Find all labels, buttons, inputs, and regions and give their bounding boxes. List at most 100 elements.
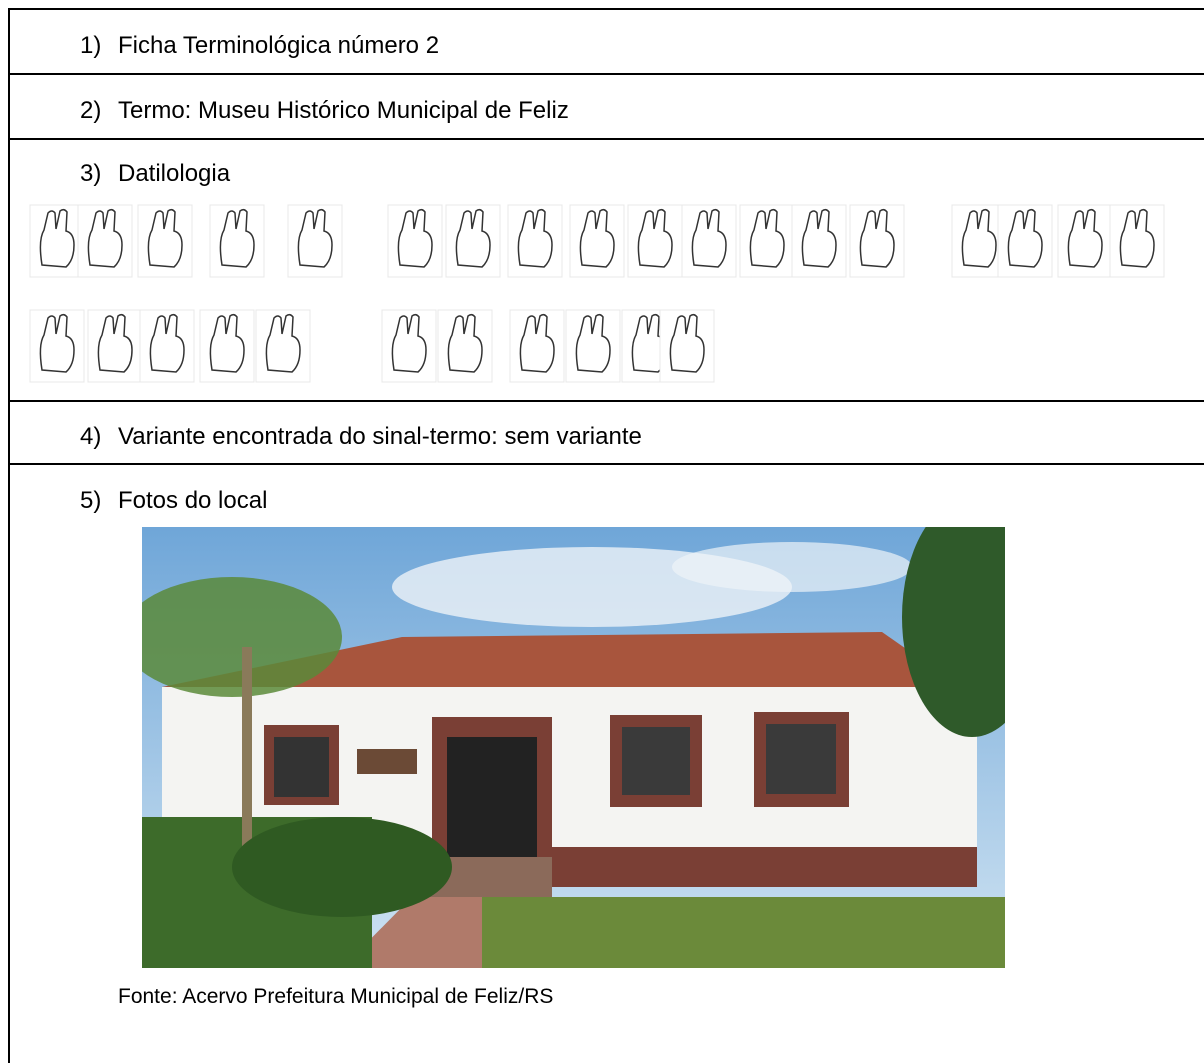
photo-caption: Fonte: Acervo Prefeitura Municipal de Fe… xyxy=(118,985,554,1008)
hand-outline xyxy=(391,313,427,373)
hand-sign xyxy=(199,309,255,383)
sign-frame xyxy=(951,204,1007,278)
hand-outline xyxy=(39,313,75,373)
hand-sign xyxy=(29,309,85,383)
sign-frame xyxy=(507,204,563,278)
sign-frame xyxy=(569,204,625,278)
sign-frame xyxy=(209,204,265,278)
sign-frame xyxy=(137,204,193,278)
hand-outline xyxy=(147,208,183,268)
hand-sign xyxy=(739,204,795,278)
row: 2) Termo: Museu Histórico Municipal de F… xyxy=(8,73,1204,138)
hand-sign xyxy=(509,309,565,383)
hand-outline xyxy=(87,208,123,268)
hand-outline xyxy=(517,208,553,268)
item-number: 1) xyxy=(80,32,102,59)
hand-outline xyxy=(749,208,785,268)
hand-sign xyxy=(507,204,563,278)
row: 1) Ficha Terminológica número 2 xyxy=(8,8,1204,73)
hand-sign xyxy=(791,204,847,278)
hand-sign xyxy=(659,309,715,383)
hand-outline xyxy=(1067,208,1103,268)
sign-frame xyxy=(29,204,85,278)
item-number: 5) xyxy=(80,487,102,514)
sign-frame xyxy=(139,309,195,383)
item-text: Variante encontrada do sinal-termo: sem … xyxy=(118,423,642,450)
sign-frame xyxy=(287,204,343,278)
hand-outline xyxy=(575,313,611,373)
hand-sign xyxy=(209,204,265,278)
item-text: Ficha Terminológica número 2 xyxy=(118,32,440,59)
hand-outline xyxy=(447,313,483,373)
sign-frame xyxy=(29,309,85,383)
hand-sign xyxy=(849,204,905,278)
item-number: 2) xyxy=(80,97,102,124)
sign-frame xyxy=(627,204,683,278)
hand-sign xyxy=(1109,204,1165,278)
hand-sign xyxy=(437,309,493,383)
hand-sign xyxy=(87,309,143,383)
hand-outline xyxy=(519,313,555,373)
hand-sign xyxy=(997,204,1053,278)
sign-frame xyxy=(255,309,311,383)
sign-frame xyxy=(565,309,621,383)
hand-outline xyxy=(219,208,255,268)
hand-outline xyxy=(39,208,75,268)
item-number: 4) xyxy=(80,423,102,450)
hand-outline xyxy=(1119,208,1155,268)
hand-sign xyxy=(255,309,311,383)
hand-sign xyxy=(29,204,85,278)
sign-frame xyxy=(381,309,437,383)
hand-sign xyxy=(627,204,683,278)
hand-sign xyxy=(137,204,193,278)
row: 3) Datilologia xyxy=(8,138,1204,400)
hand-sign xyxy=(139,309,195,383)
sign-frame xyxy=(387,204,443,278)
hand-sign xyxy=(951,204,1007,278)
sign-frame xyxy=(659,309,715,383)
hand-sign xyxy=(287,204,343,278)
hand-outline xyxy=(1007,208,1043,268)
hand-sign xyxy=(381,309,437,383)
hand-sign xyxy=(445,204,501,278)
row: 4) Variante encontrada do sinal-termo: s… xyxy=(8,400,1204,463)
hand-sign xyxy=(681,204,737,278)
item-text: Fotos do local xyxy=(118,487,268,514)
sign-frame xyxy=(437,309,493,383)
hand-outline xyxy=(859,208,895,268)
item-text: Termo: Museu Histórico Municipal de Feli… xyxy=(118,97,569,124)
hand-outline xyxy=(669,313,705,373)
hand-outline xyxy=(297,208,333,268)
sign-frame xyxy=(849,204,905,278)
sign-frame xyxy=(1109,204,1165,278)
hand-outline xyxy=(455,208,491,268)
sign-frame xyxy=(739,204,795,278)
hand-outline xyxy=(801,208,837,268)
hand-outline xyxy=(265,313,301,373)
hand-outline xyxy=(397,208,433,268)
sign-frame xyxy=(791,204,847,278)
item-text: Datilologia xyxy=(118,160,231,187)
hand-outline xyxy=(209,313,245,373)
sign-frame xyxy=(997,204,1053,278)
hand-outline xyxy=(97,313,133,373)
hand-sign xyxy=(565,309,621,383)
hand-outline xyxy=(637,208,673,268)
hand-outline xyxy=(149,313,185,373)
row: 5) Fotos do local xyxy=(8,463,1204,1063)
sign-frame xyxy=(77,204,133,278)
photo xyxy=(142,527,1005,968)
hand-outline xyxy=(579,208,615,268)
sign-frame xyxy=(87,309,143,383)
hand-sign xyxy=(569,204,625,278)
fingerspelling xyxy=(29,204,1165,383)
sign-frame xyxy=(1057,204,1113,278)
sign-frame xyxy=(681,204,737,278)
hand-outline xyxy=(961,208,997,268)
hand-sign xyxy=(77,204,133,278)
hand-outline xyxy=(691,208,727,268)
item-number: 3) xyxy=(80,160,102,187)
hand-sign xyxy=(387,204,443,278)
hand-sign xyxy=(1057,204,1113,278)
